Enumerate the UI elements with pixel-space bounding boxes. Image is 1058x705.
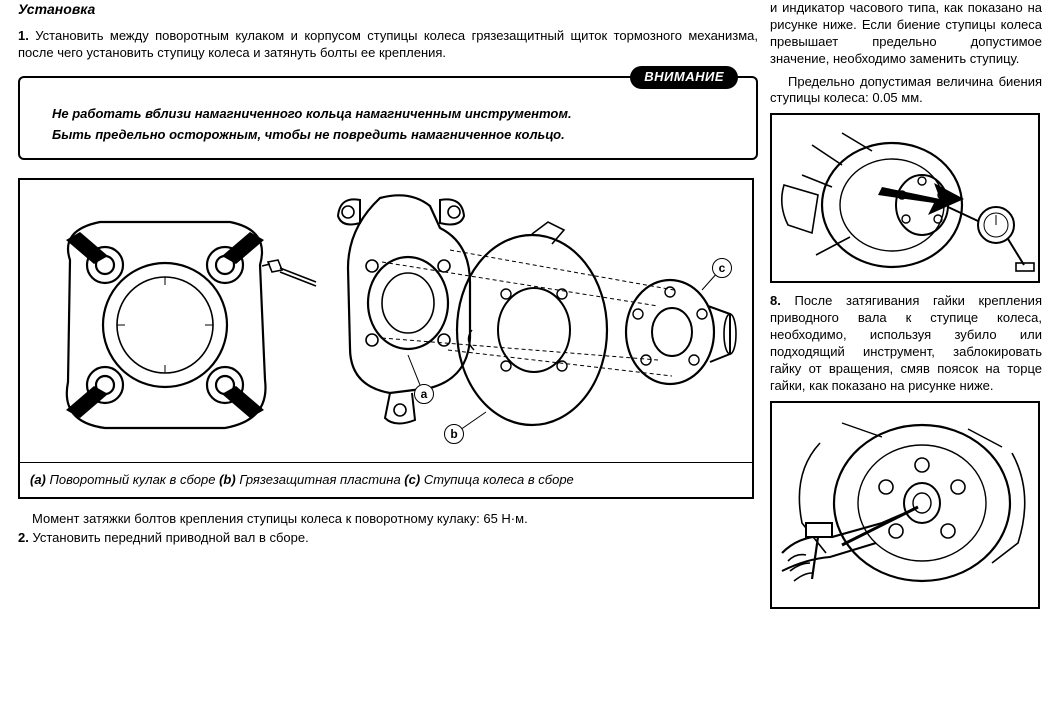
step-2: 2. Установить передний приводной вал в с… [18,530,758,547]
right-p0: и индикатор часового типа, как показа­но… [770,0,1042,68]
figure-stake-nut [770,401,1040,609]
section-title: Установка [18,0,758,18]
figure-dial-indicator [770,113,1040,283]
step-1-text: Установить между поворотным кулаком и ко… [18,28,758,60]
caption-b-text: Грязезащитная пластина [239,472,400,487]
step-1-number: 1. [18,28,29,43]
step-1: 1. Установить между поворотным кулаком и… [18,28,758,62]
left-column: Установка 1. Установить между поворотным… [18,0,758,547]
step-8-number: 8. [770,293,781,308]
diagram-caption: (a) Поворотный кулак в сборе (b) Грязеза… [20,462,752,497]
right-column: и индикатор часового типа, как показа­но… [770,0,1042,609]
right-p1: Предельно допустимая величина биения сту… [770,74,1042,108]
attention-label: ВНИМАНИЕ [630,66,738,89]
step-2-number: 2. [18,530,29,545]
stake-nut-svg [772,403,1040,609]
assembly-svg [20,180,752,462]
callout-b: b [444,424,464,444]
step-8-text: После затягивания гайки крепле­ния приво… [770,293,1042,392]
caption-a-text: Поворотный кулак в сборе [50,472,216,487]
caption-c-label: (c) [404,472,420,487]
step-2-text: Установить передний приводной вал в сбор… [32,530,308,545]
attention-p2: Быть предельно осторожным, чтобы не повр… [34,127,742,144]
diagram-area: a b c [20,180,752,462]
main-diagram: a b c (a) Поворотный кулак в сборе (b) Г… [18,178,754,499]
caption-b-label: (b) [219,472,236,487]
caption-a-label: (a) [30,472,46,487]
callout-c: c [712,258,732,278]
callout-a: a [414,384,434,404]
step-8: 8. После затягивания гайки крепле­ния пр… [770,293,1042,394]
dial-indicator-svg [772,115,1040,283]
caption-c-text: Ступица колеса в сборе [424,472,574,487]
attention-p1: Не работать вблизи намагниченного кольца… [34,106,742,123]
torque-spec: Момент затяжки болтов крепления ступицы … [18,511,758,528]
attention-box: ВНИМАНИЕ Не работать вблизи намагниченно… [18,76,758,160]
